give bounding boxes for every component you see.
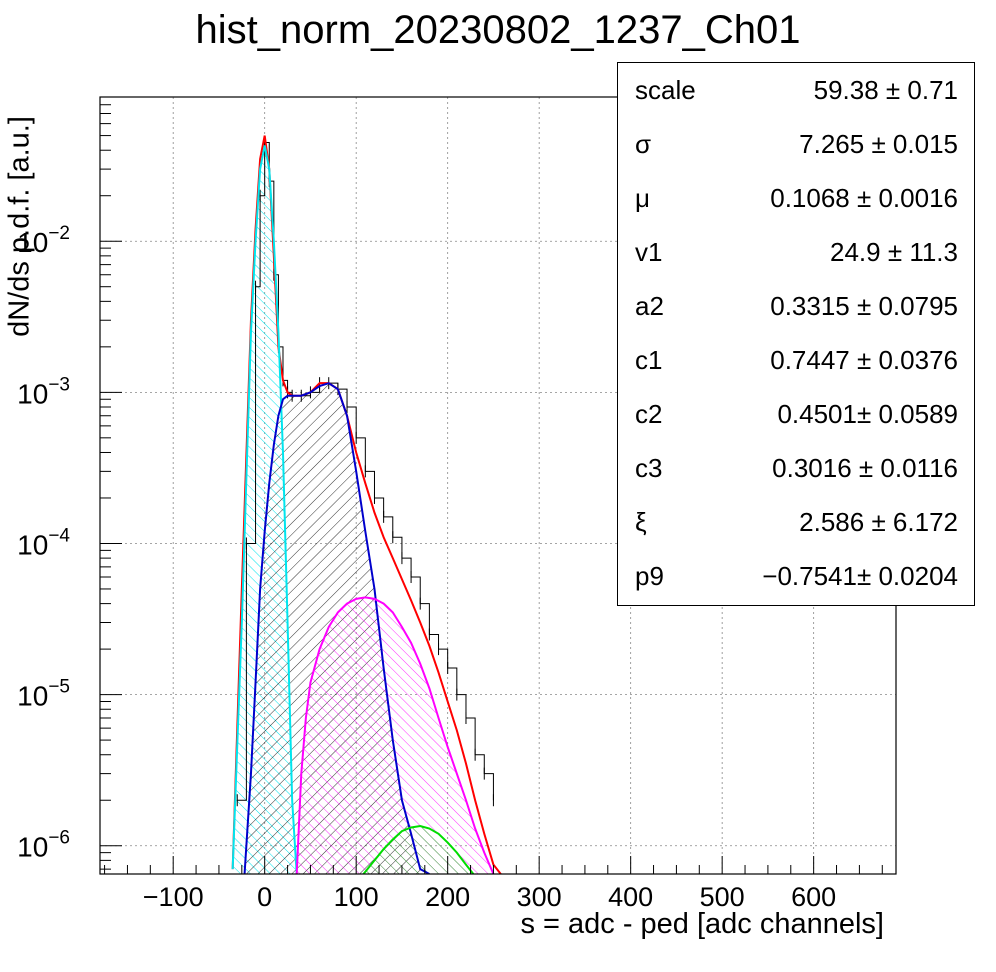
stat-row: μ 0.1068 ± 0.0016 [618,171,974,225]
x-tick-label: 200 [425,882,470,912]
stat-value: −0.7541± 0.0204 [762,561,958,591]
y-tick-label: 10−5 [17,677,70,712]
stat-name: c1 [635,345,663,375]
fit-curves [231,135,502,874]
stat-name: σ [635,129,652,159]
stat-value: 0.3315 ± 0.0795 [770,291,958,321]
stat-name: μ [635,183,650,213]
stat-value: 0.1068 ± 0.0016 [770,183,958,213]
stat-value: 59.38 ± 0.71 [813,75,958,105]
y-axis-label: dN/ds p.d.f. [a.u.] [3,116,36,337]
x-tick-label: 100 [334,882,379,912]
fit-stats-box: scale 59.38 ± 0.71 σ 7.265 ± 0.015 μ 0.1… [617,62,975,606]
stat-row: c3 0.3016 ± 0.0116 [618,441,974,495]
pedestal-curve [231,145,298,874]
y-axis: 10−2 10−3 10−4 10−5 10−6 [17,96,122,870]
stat-name: c2 [635,399,663,429]
x-axis: −100 0 100 200 300 400 500 600 [104,856,883,912]
stat-value: 0.3016 ± 0.0116 [772,453,958,483]
x-tick-label: 400 [608,882,653,912]
y-tick-label: 10−2 [17,223,70,258]
single-pe-curve [243,382,430,874]
chart-title: hist_norm_20230802_1237_Ch01 [195,8,801,52]
stat-name: p9 [635,561,664,591]
stat-value: 0.7447 ± 0.0376 [770,345,958,375]
stat-row: c2 0.4501± 0.0589 [618,387,974,441]
x-axis-label: s = adc - ped [adc channels] [520,908,884,940]
stat-row: scale 59.38 ± 0.71 [618,63,974,117]
y-tick-label: 10−4 [17,525,70,560]
stat-value: 24.9 ± 11.3 [830,237,958,267]
stat-value: 0.4501± 0.0589 [777,399,958,429]
stat-row: c1 0.7447 ± 0.0376 [618,333,974,387]
y-tick-label: 10−3 [17,374,70,409]
double-pe-curve-area [296,597,494,874]
x-tick-label: 600 [791,882,836,912]
stat-row: p9 −0.7541± 0.0204 [618,549,974,603]
stat-name: scale [635,75,696,105]
stat-value: 2.586 ± 6.172 [799,507,958,537]
stat-row: v1 24.9 ± 11.3 [618,225,974,279]
x-tick-label: 300 [517,882,562,912]
stat-name: c3 [635,453,663,483]
double-pe-curve [295,596,495,874]
x-tick-label: −100 [143,882,204,912]
stat-row: ξ 2.586 ± 6.172 [618,495,974,549]
triple-pe-curve-area [363,826,474,874]
stat-name: ξ [635,507,647,537]
stat-row: a2 0.3315 ± 0.0795 [618,279,974,333]
x-tick-label: 0 [257,882,272,912]
stat-name: a2 [635,291,664,321]
x-tick-label: 500 [700,882,745,912]
stat-row: σ 7.265 ± 0.015 [618,117,974,171]
stat-name: v1 [635,237,663,267]
triple-pe-curve [362,825,475,874]
stat-value: 7.265 ± 0.015 [799,129,958,159]
y-tick-label: 10−6 [17,828,70,863]
